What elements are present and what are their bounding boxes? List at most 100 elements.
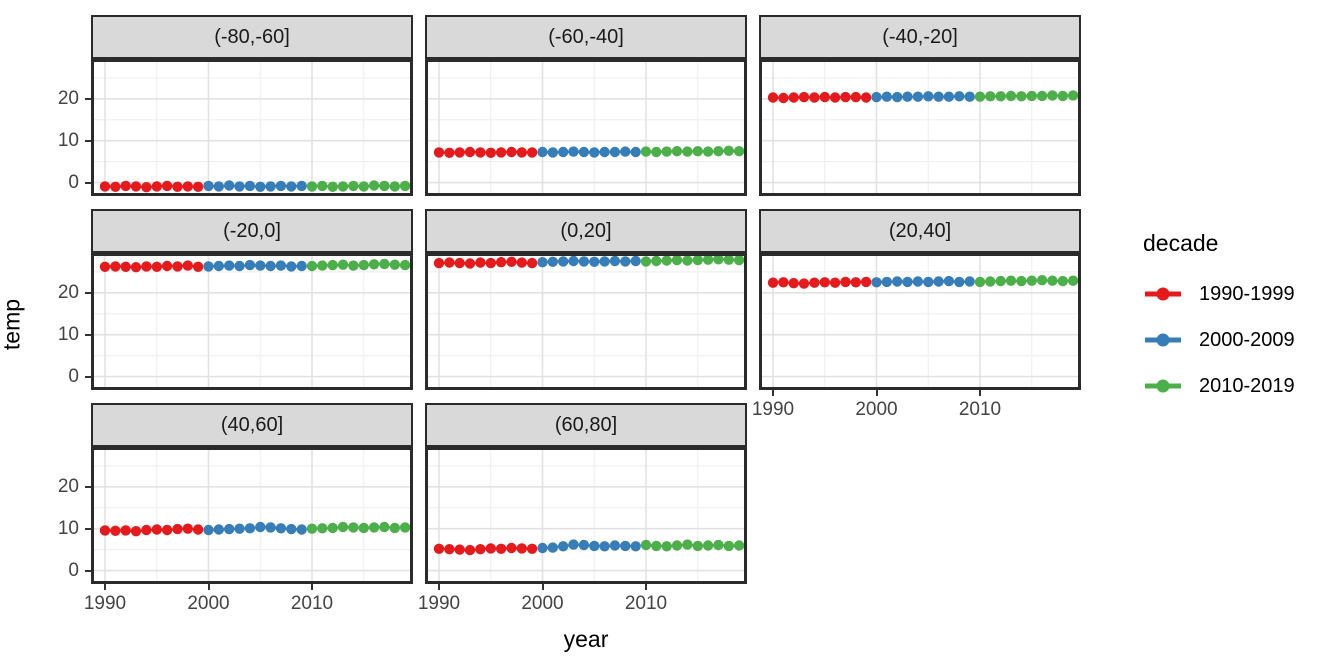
- data-point: [767, 277, 779, 288]
- data-point: [379, 521, 390, 533]
- data-point: [850, 91, 861, 103]
- facet-panel-canvas: [425, 253, 747, 390]
- facet-panel: [425, 59, 747, 196]
- data-point: [723, 254, 734, 265]
- data-point: [537, 257, 548, 268]
- data-point: [275, 523, 287, 534]
- data-point: [182, 181, 193, 192]
- facet-cell: (0,20]: [425, 209, 747, 390]
- x-tick-label: 2000: [187, 593, 230, 614]
- data-point: [881, 276, 892, 288]
- data-point: [130, 526, 142, 537]
- data-point: [99, 525, 111, 536]
- data-point: [1005, 275, 1017, 286]
- data-point: [651, 255, 662, 267]
- data-point: [798, 278, 810, 289]
- data-point: [547, 542, 558, 553]
- data-point: [788, 278, 799, 289]
- data-point: [558, 256, 569, 267]
- data-point: [141, 524, 152, 536]
- data-point: [433, 257, 445, 269]
- data-point: [358, 259, 369, 271]
- data-point: [172, 181, 183, 192]
- data-point: [702, 254, 714, 265]
- data-point: [733, 146, 745, 157]
- decade-line: [208, 525, 302, 532]
- data-point: [537, 146, 548, 158]
- data-point: [234, 523, 245, 534]
- y-tick-mark: [85, 333, 91, 336]
- data-point: [661, 255, 672, 266]
- facet-cell: (-40,-20]: [759, 15, 1081, 196]
- legend-entry: 2010-2019: [1143, 363, 1333, 409]
- data-point: [809, 277, 820, 288]
- x-tick-mark: [875, 390, 878, 396]
- data-point: [317, 260, 328, 271]
- data-point: [620, 256, 631, 267]
- data-point: [692, 540, 703, 552]
- facet-cell: (-60,-40]: [425, 15, 747, 196]
- facet-cell: (-80,-60]: [91, 15, 413, 196]
- x-tick-label: 2010: [290, 593, 334, 614]
- facet-panel: [91, 447, 413, 584]
- panel-border: [425, 59, 747, 196]
- data-point: [296, 180, 307, 192]
- y-tick-label: 0: [68, 365, 79, 387]
- facet-strip-label: (-60,-40]: [548, 25, 624, 48]
- facet-strip-label: (-20,0]: [223, 219, 281, 242]
- facet-strip: (0,20]: [425, 209, 747, 253]
- data-point: [692, 254, 703, 266]
- data-point: [860, 276, 872, 288]
- data-point: [881, 91, 892, 102]
- data-point: [671, 254, 683, 266]
- data-point: [609, 146, 621, 158]
- data-point: [558, 146, 569, 158]
- decade-line: [979, 279, 1074, 283]
- data-point: [819, 277, 830, 288]
- data-point: [943, 91, 955, 102]
- data-point: [933, 276, 944, 287]
- x-tick-mark: [645, 584, 647, 590]
- decade-line: [311, 525, 406, 530]
- facet-panel: [425, 447, 747, 584]
- data-point: [286, 181, 297, 192]
- data-point: [829, 92, 841, 103]
- data-point: [954, 276, 965, 288]
- data-point: [840, 276, 851, 288]
- data-point: [1026, 275, 1037, 286]
- data-point: [860, 92, 872, 103]
- data-point: [475, 147, 486, 158]
- data-point: [547, 147, 558, 158]
- facet-strip: (-40,-20]: [759, 15, 1081, 59]
- data-point: [368, 180, 380, 191]
- data-point: [192, 524, 204, 535]
- data-point: [1026, 90, 1037, 102]
- x-tick-mark: [311, 584, 313, 590]
- facet-panel-canvas: [91, 253, 413, 390]
- data-point: [809, 92, 820, 103]
- facet-panel-canvas: [759, 59, 1081, 196]
- y-tick-label: 0: [68, 171, 79, 193]
- data-point: [516, 257, 527, 268]
- data-point: [433, 147, 445, 158]
- data-point: [568, 255, 579, 267]
- data-point: [151, 181, 162, 192]
- data-point: [974, 91, 986, 102]
- data-point: [161, 260, 173, 272]
- data-point: [1067, 90, 1079, 101]
- decade-line: [542, 543, 636, 550]
- data-point: [224, 180, 235, 191]
- data-point: [485, 257, 496, 269]
- data-point: [516, 147, 527, 158]
- data-point: [902, 276, 913, 288]
- data-point: [1016, 275, 1027, 287]
- data-point: [306, 181, 318, 192]
- data-point: [213, 181, 224, 192]
- data-point: [995, 275, 1006, 287]
- data-point: [578, 146, 590, 158]
- y-tick-label: 20: [57, 475, 79, 497]
- data-point: [172, 261, 183, 272]
- data-point: [203, 524, 214, 536]
- data-point: [819, 91, 830, 103]
